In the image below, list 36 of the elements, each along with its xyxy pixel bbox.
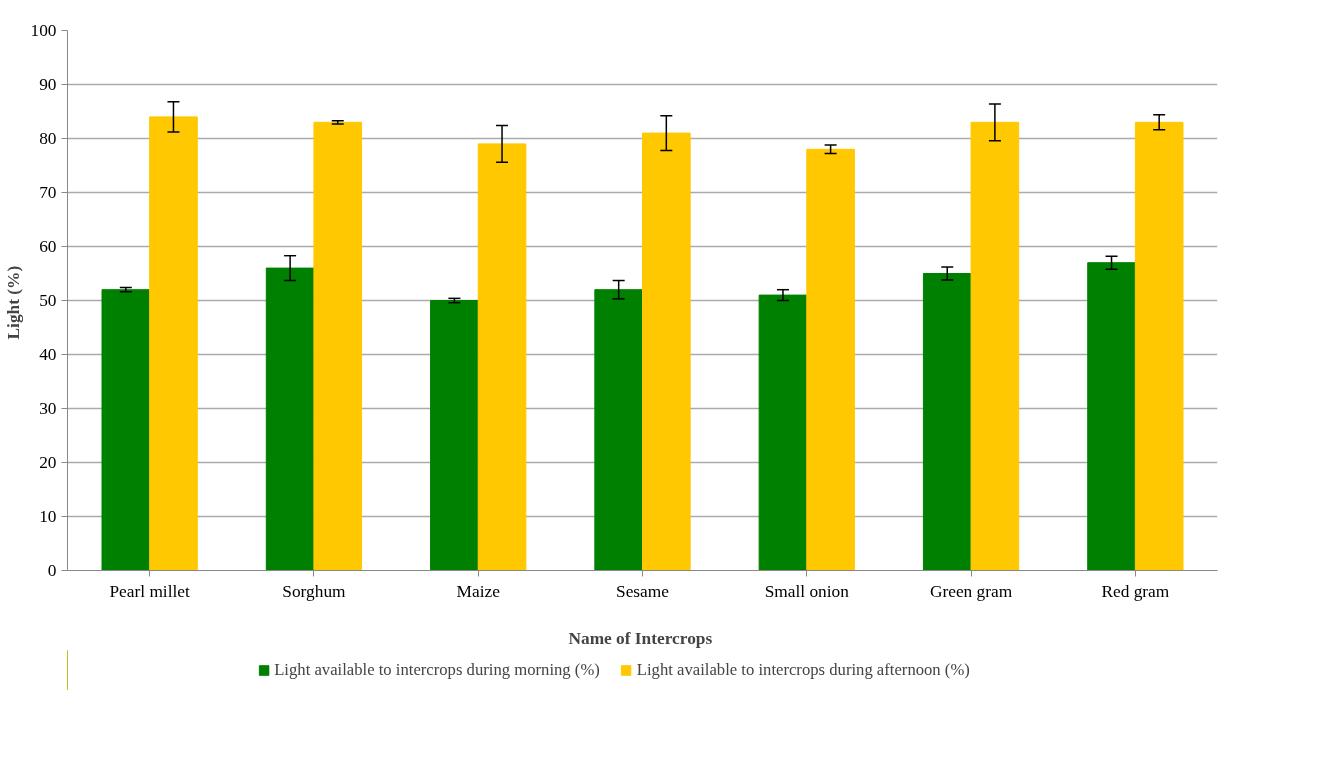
x-tick-label: Small onion [764,581,850,601]
y-axis-title: Light (%) [3,265,23,340]
bar [922,273,972,571]
bar [594,289,643,571]
legend-label: Light available to intercrops during afternoon (%) [636,660,970,680]
bar [101,289,151,571]
y-tick-label: 100 [30,21,57,40]
bar [970,121,1020,571]
bar [430,300,479,571]
x-tick-label: Maize [456,581,501,601]
bar [149,116,198,571]
x-tick-label: Sesame [616,581,670,601]
bar [477,143,527,571]
y-tick-label: 90 [39,75,57,94]
bar [758,294,808,571]
y-tick-label: 10 [39,507,57,526]
bar [806,148,855,571]
bar [313,121,363,571]
bar [1087,262,1136,571]
y-tick-label: 60 [39,237,57,256]
x-tick-label: Red gram [1101,581,1170,601]
legend-label: Light available to intercrops during morning (%) [274,660,600,680]
x-axis-title: Name of Intercrops [568,628,713,648]
y-tick-label: 70 [39,183,57,202]
bar [1134,121,1184,571]
y-tick-label: 20 [39,453,57,472]
y-tick-label: 0 [47,561,57,580]
y-tick-label: 50 [39,291,57,310]
x-tick-label: Sorghum [282,581,347,601]
bar [642,132,691,571]
x-tick-label: Green gram [929,581,1013,601]
y-tick-label: 40 [39,345,57,364]
x-tick-label: Pearl millet [109,581,191,601]
bar [265,267,315,571]
y-tick-label: 30 [39,399,57,418]
y-tick-label: 80 [39,129,57,148]
